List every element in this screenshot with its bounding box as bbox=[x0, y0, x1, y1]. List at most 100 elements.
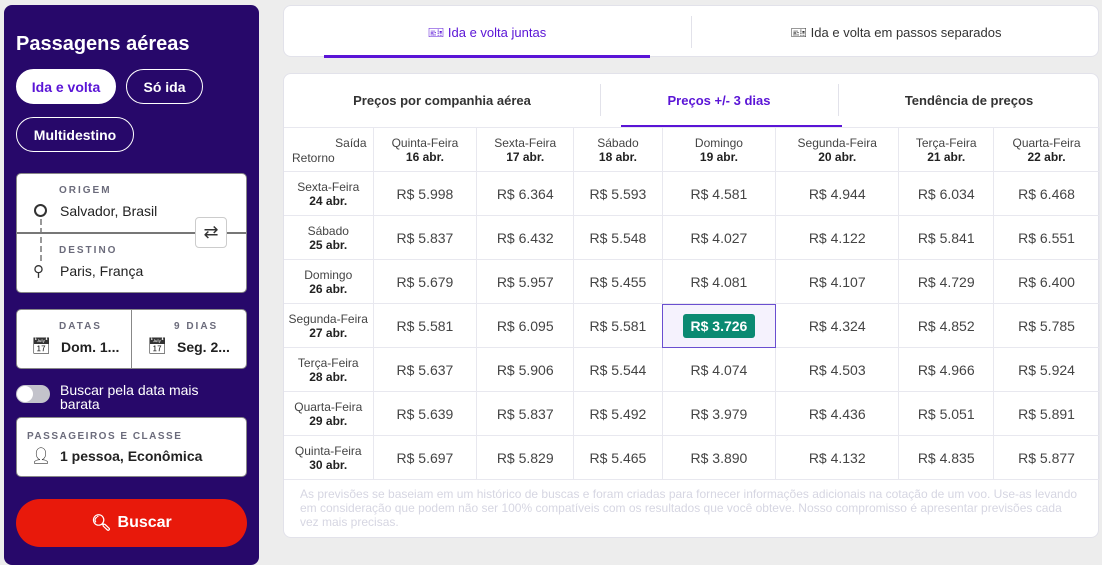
column-header: Sábado 18 abr. bbox=[573, 127, 663, 172]
trip-type-oneway[interactable]: Só ida bbox=[126, 69, 203, 104]
price-cell[interactable]: R$ 4.729 bbox=[898, 259, 995, 304]
price-cell[interactable]: R$ 4.436 bbox=[775, 391, 900, 436]
trip-type-roundtrip[interactable]: Ida e volta bbox=[16, 69, 116, 104]
trip-type-multicity[interactable]: Multidestino bbox=[16, 117, 134, 152]
destination-value: Paris, França bbox=[60, 263, 144, 279]
price-cell[interactable]: R$ 5.998 bbox=[372, 171, 478, 216]
price-cell[interactable]: R$ 5.829 bbox=[476, 435, 575, 480]
price-cell[interactable]: R$ 4.503 bbox=[775, 347, 900, 392]
price-cell[interactable]: R$ 5.051 bbox=[898, 391, 995, 436]
search-button[interactable]: 🔍︎ Buscar bbox=[16, 499, 247, 547]
price-cell[interactable]: R$ 6.095 bbox=[476, 303, 575, 348]
column-day: Domingo bbox=[694, 135, 743, 150]
price-cell[interactable]: R$ 6.432 bbox=[476, 215, 575, 260]
row-day: Sábado bbox=[307, 223, 349, 238]
price-cell[interactable]: R$ 4.835 bbox=[898, 435, 995, 480]
divider bbox=[838, 84, 839, 116]
table-row: Sexta-Feira 24 abr. R$ 5.998 R$ 6.364 R$ 5.5… bbox=[284, 171, 1100, 216]
column-day: Quarta-Feira bbox=[1012, 135, 1081, 150]
price-cell[interactable]: R$ 6.364 bbox=[476, 171, 575, 216]
column-date: 16 abr. bbox=[405, 149, 444, 164]
price-cell[interactable]: R$ 4.944 bbox=[775, 171, 900, 216]
tab-roundtrip-separate[interactable]: 🎫︎ Ida e volta em passos separados bbox=[692, 25, 1100, 41]
divider bbox=[691, 16, 692, 48]
price-cell[interactable]: R$ 4.132 bbox=[775, 435, 900, 480]
row-header: Segunda-Feira 27 abr. bbox=[284, 303, 374, 348]
column-header: Domingo 19 abr. bbox=[661, 127, 777, 172]
price-cell[interactable]: R$ 3.890 bbox=[661, 435, 777, 480]
price-cell[interactable]: R$ 5.548 bbox=[573, 215, 663, 260]
price-cell[interactable]: R$ 5.924 bbox=[993, 347, 1100, 392]
row-date: 29 abr. bbox=[309, 413, 348, 428]
price-cell[interactable]: R$ 4.081 bbox=[661, 259, 777, 304]
price-cell[interactable]: R$ 6.400 bbox=[993, 259, 1100, 304]
price-cell[interactable]: R$ 4.074 bbox=[661, 347, 777, 392]
price-cell[interactable]: R$ 5.639 bbox=[372, 391, 478, 436]
row-day: Terça-Feira bbox=[297, 355, 359, 370]
price-cell[interactable]: R$ 4.027 bbox=[661, 215, 777, 260]
days-label: 9 DIAS bbox=[174, 321, 219, 332]
price-cell[interactable]: R$ 5.891 bbox=[993, 391, 1100, 436]
table-row: Quinta-Feira 30 abr. R$ 5.697 R$ 5.829 R$ 5.… bbox=[284, 435, 1100, 480]
table-row: Domingo 26 abr. R$ 5.679 R$ 5.957 R$ 5.455 R$… bbox=[284, 259, 1100, 304]
price-cell[interactable]: R$ 5.957 bbox=[476, 259, 575, 304]
price-cell[interactable]: R$ 6.468 bbox=[993, 171, 1100, 216]
tab-3-days[interactable]: Preços +/- 3 dias bbox=[667, 93, 771, 108]
search-label: Buscar bbox=[117, 514, 172, 531]
table-row: Sábado 25 abr. R$ 5.837 R$ 6.432 R$ 5.548 R$ … bbox=[284, 215, 1100, 260]
tab-roundtrip-together[interactable]: 🎫︎ Ida e volta juntas bbox=[324, 25, 650, 41]
ticket-icon: 🎫︎ bbox=[790, 25, 811, 40]
passengers-value: 1 pessoa, Econômica bbox=[60, 448, 203, 464]
price-cell[interactable]: R$ 6.034 bbox=[898, 171, 995, 216]
row-day: Quarta-Feira bbox=[294, 399, 363, 414]
passengers-field[interactable]: PASSAGEIROS E CLASSE 👤︎ 1 pessoa, Econôm… bbox=[16, 417, 247, 477]
price-cell[interactable]: R$ 3.979 bbox=[661, 391, 777, 436]
price-cell[interactable]: R$ 4.107 bbox=[775, 259, 900, 304]
price-cell[interactable]: R$ 4.324 bbox=[775, 303, 900, 348]
price-cell[interactable]: R$ 5.697 bbox=[372, 435, 478, 480]
price-cell[interactable]: R$ 5.544 bbox=[573, 347, 663, 392]
row-header: Quarta-Feira 29 abr. bbox=[284, 391, 374, 436]
return-date-value: Seg. 2... bbox=[177, 339, 230, 355]
price-grid: Saída Retorno Quinta-Feira 16 abr. Sexta-F… bbox=[284, 127, 1100, 480]
circle-icon bbox=[34, 204, 47, 217]
row-header: Domingo 26 abr. bbox=[284, 259, 374, 304]
price-cell[interactable]: R$ 5.679 bbox=[372, 259, 478, 304]
active-tab-indicator bbox=[324, 55, 650, 58]
best-price-badge: R$ 3.726 bbox=[682, 313, 756, 338]
row-date: 24 abr. bbox=[309, 193, 348, 208]
price-cell[interactable]: R$ 5.593 bbox=[573, 171, 663, 216]
price-cell[interactable]: R$ 5.877 bbox=[993, 435, 1100, 480]
price-cell[interactable]: R$ 5.906 bbox=[476, 347, 575, 392]
price-cell[interactable]: R$ 5.492 bbox=[573, 391, 663, 436]
table-row: Quarta-Feira 29 abr. R$ 5.639 R$ 5.837 R$ 5.… bbox=[284, 391, 1100, 436]
price-cell[interactable]: R$ 6.551 bbox=[993, 215, 1100, 260]
price-cell[interactable]: R$ 5.581 bbox=[372, 303, 478, 348]
table-row: Segunda-Feira 27 abr. R$ 5.581 R$ 6.095 R$ 5… bbox=[284, 303, 1100, 348]
price-cell[interactable]: R$ 4.966 bbox=[898, 347, 995, 392]
price-cell[interactable]: R$ 5.837 bbox=[476, 391, 575, 436]
price-cell[interactable]: R$ 5.785 bbox=[993, 303, 1100, 348]
price-cell[interactable]: R$ 4.122 bbox=[775, 215, 900, 260]
cheapest-date-toggle[interactable] bbox=[16, 385, 50, 403]
swap-button[interactable]: ⇄ bbox=[195, 217, 227, 248]
forecast-disclaimer: As previsões se baseiam em um histórico … bbox=[300, 487, 1078, 529]
row-day: Sexta-Feira bbox=[297, 179, 360, 194]
price-cell[interactable]: R$ 5.637 bbox=[372, 347, 478, 392]
price-cell-best[interactable]: R$ 3.726 bbox=[661, 303, 777, 348]
person-icon: 👤︎ bbox=[31, 448, 52, 465]
row-header: Quinta-Feira 30 abr. bbox=[284, 435, 374, 480]
price-cell[interactable]: R$ 4.581 bbox=[661, 171, 777, 216]
divider bbox=[17, 232, 246, 234]
price-cell[interactable]: R$ 4.852 bbox=[898, 303, 995, 348]
tab-price-trend[interactable]: Tendência de preços bbox=[904, 93, 1034, 108]
mode-tabs: 🎫︎ Ida e volta juntas 🎫︎ Ida e volta em … bbox=[283, 5, 1100, 58]
price-cell[interactable]: R$ 5.837 bbox=[372, 215, 478, 260]
price-cell[interactable]: R$ 5.455 bbox=[573, 259, 663, 304]
price-cell[interactable]: R$ 5.581 bbox=[573, 303, 663, 348]
tab-airline-prices[interactable]: Preços por companhia aérea bbox=[353, 93, 531, 108]
price-cell[interactable]: R$ 5.841 bbox=[898, 215, 995, 260]
search-sidebar: Passagens aéreas Ida e volta Só ida Mult… bbox=[4, 5, 259, 565]
price-cell[interactable]: R$ 5.465 bbox=[573, 435, 663, 480]
row-date: 28 abr. bbox=[309, 369, 348, 384]
